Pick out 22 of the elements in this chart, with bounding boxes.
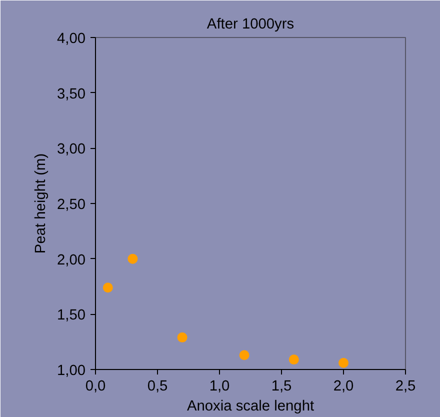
y-tick-label: 3,00	[56, 142, 86, 158]
x-axis-title: Anoxia scale lenght	[186, 398, 314, 414]
y-tick-label: 1,00	[56, 363, 86, 379]
point	[128, 254, 138, 264]
x-tick-label: 1,5	[271, 378, 292, 394]
y-axis-title: Peat height (m)	[32, 153, 49, 254]
y-tick-label: 2,50	[56, 197, 86, 213]
x-tick-label: 0,0	[85, 378, 106, 394]
point	[177, 332, 188, 342]
y-tick-label: 2,00	[56, 252, 86, 268]
x-tick-label: 1,0	[209, 378, 230, 394]
point	[338, 358, 348, 368]
point	[102, 282, 113, 293]
x-tick-label: 0,5	[147, 378, 168, 394]
chart-title: After 1000yrs	[206, 16, 294, 32]
point	[239, 350, 250, 360]
y-tick-label: 1,50	[56, 308, 86, 324]
x-tick-label: 2,0	[333, 378, 354, 394]
y-tick-label: 4,00	[56, 31, 86, 47]
x-tick-label: 2,5	[395, 378, 416, 394]
point	[288, 354, 299, 365]
y-tick-label: 3,50	[56, 86, 86, 102]
